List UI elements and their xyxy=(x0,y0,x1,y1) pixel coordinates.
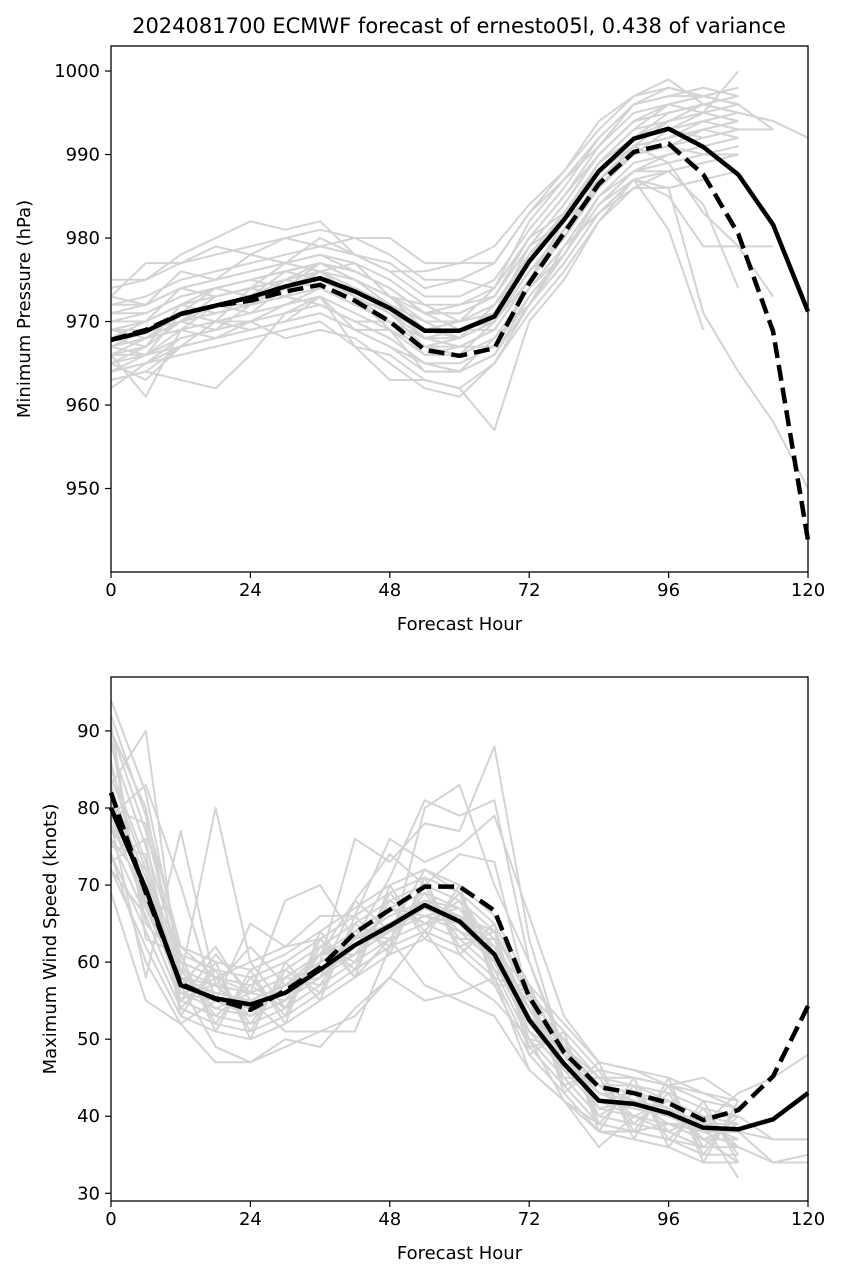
wind-panel: 0 24 48 72 96 120 30 40 50 60 70 80 90 Forecast Hou… xyxy=(40,676,825,1264)
pressure-y-ticks: 950 960 970 980 990 1000 xyxy=(54,61,111,500)
pressure-y-tick-label: 950 xyxy=(66,479,100,500)
pressure-x-axis-label: Forecast Hour xyxy=(397,614,523,635)
wind-x-tick-label: 24 xyxy=(239,1209,262,1230)
pressure-y-tick-label: 980 xyxy=(66,228,100,249)
wind-y-axis-label: Maximum Wind Speed (knots) xyxy=(40,804,61,1075)
wind-y-tick-label: 90 xyxy=(77,721,100,742)
wind-x-axis-label: Forecast Hour xyxy=(397,1243,523,1264)
pressure-y-tick-label: 960 xyxy=(66,395,100,416)
wind-y-tick-label: 70 xyxy=(77,875,100,896)
pressure-x-tick-label: 24 xyxy=(239,580,262,601)
wind-y-tick-label: 60 xyxy=(77,952,100,973)
pressure-panel: 0 24 48 72 96 120 950 960 970 980 990 1000 Forecas… xyxy=(14,45,825,635)
wind-y-tick-label: 80 xyxy=(77,798,100,819)
wind-y-ticks: 30 40 50 60 70 80 90 xyxy=(77,721,111,1204)
pressure-x-ticks: 0 24 48 72 96 120 xyxy=(105,572,825,601)
chart-title: 2024081700 ECMWF forecast of ernesto05l,… xyxy=(132,14,786,38)
wind-ensemble-line-21 xyxy=(110,730,704,1149)
wind-y-tick-label: 30 xyxy=(77,1183,100,1204)
wind-x-tick-label: 72 xyxy=(518,1209,541,1230)
pressure-y-tick-label: 970 xyxy=(66,312,100,333)
pressure-ensemble-line-30 xyxy=(110,170,740,373)
wind-x-tick-label: 0 xyxy=(105,1209,116,1230)
pressure-y-axis-label: Minimum Pressure (hPa) xyxy=(14,200,35,418)
pressure-y-tick-label: 1000 xyxy=(54,61,100,82)
pressure-ensemble-line-23 xyxy=(110,111,739,356)
pressure-plot-frame xyxy=(110,45,809,573)
wind-ensemble-line-28 xyxy=(110,892,704,1141)
wind-ensemble-line-18 xyxy=(110,723,740,1164)
pressure-series-layer xyxy=(110,70,811,541)
wind-x-tick-label: 48 xyxy=(378,1209,401,1230)
pressure-x-tick-label: 120 xyxy=(791,580,825,601)
pressure-ensemble-line-27 xyxy=(110,178,809,489)
wind-y-tick-label: 40 xyxy=(77,1106,100,1127)
pressure-x-tick-label: 96 xyxy=(657,580,680,601)
wind-solid-highlight-line xyxy=(108,807,810,1132)
wind-ensemble-line-23 xyxy=(110,745,808,1141)
wind-y-tick-label: 50 xyxy=(77,1029,100,1050)
wind-series-layer xyxy=(108,699,811,1179)
wind-x-tick-label: 96 xyxy=(657,1209,680,1230)
pressure-solid-highlight-line xyxy=(110,126,811,343)
wind-ensemble-line-25 xyxy=(110,783,704,1149)
pressure-ensemble-line-26 xyxy=(110,86,774,298)
wind-plot-frame xyxy=(110,676,809,1202)
pressure-x-tick-label: 0 xyxy=(105,580,116,601)
pressure-x-tick-label: 72 xyxy=(518,580,541,601)
pressure-ensemble-line-25 xyxy=(111,78,774,281)
wind-x-ticks: 0 24 48 72 96 120 xyxy=(105,1201,825,1230)
pressure-x-tick-label: 48 xyxy=(378,580,401,601)
pressure-ensemble-line-28 xyxy=(110,178,705,398)
wind-dashed-highlight-line xyxy=(108,791,811,1123)
wind-ensemble-line-12 xyxy=(110,784,739,1141)
wind-ensemble-line-26 xyxy=(110,814,739,1110)
pressure-y-tick-label: 990 xyxy=(66,145,100,166)
pressure-ensemble-line-32 xyxy=(111,103,809,315)
pressure-dashed-highlight-line xyxy=(110,141,811,541)
wind-x-tick-label: 120 xyxy=(791,1209,825,1230)
